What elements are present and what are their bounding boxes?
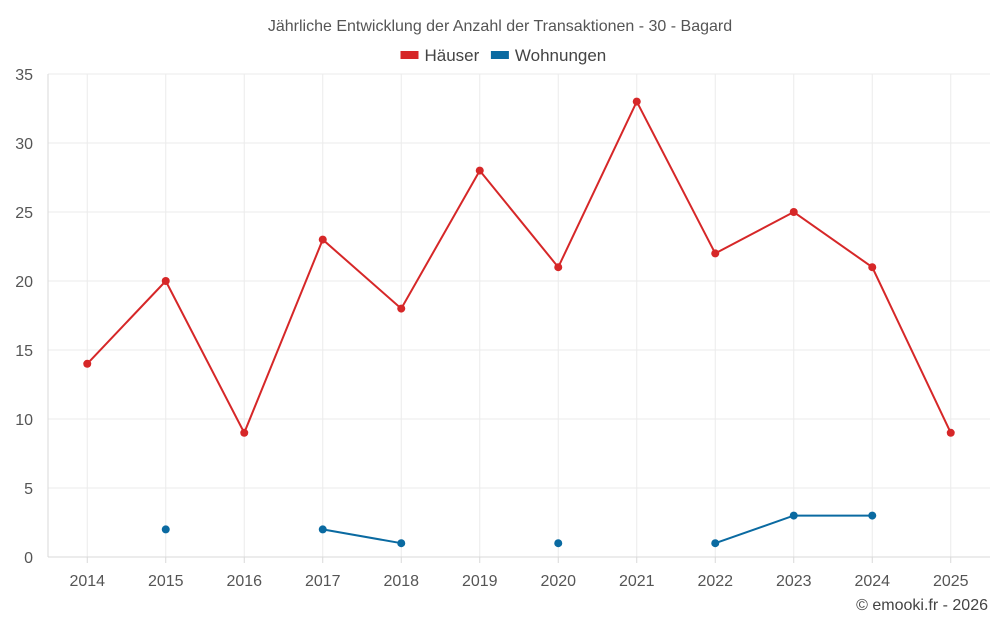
copyright-credit: © emooki.fr - 2026 bbox=[856, 597, 988, 614]
series-layer bbox=[83, 97, 955, 548]
legend: Häuser Wohnungen bbox=[400, 46, 606, 65]
y-tick-label: 0 bbox=[24, 550, 33, 567]
x-tick-label: 2025 bbox=[933, 573, 969, 590]
legend-label: Wohnungen bbox=[515, 46, 606, 65]
x-tick-label: 2023 bbox=[776, 573, 812, 590]
x-tick-label: 2017 bbox=[305, 573, 341, 590]
series-häuser bbox=[83, 97, 955, 437]
data-point[interactable] bbox=[318, 235, 327, 244]
data-point[interactable] bbox=[789, 208, 798, 216]
series-wohnungen bbox=[161, 511, 877, 548]
data-point[interactable] bbox=[83, 359, 92, 368]
series-line-segment bbox=[86, 99, 952, 436]
y-tick-label: 10 bbox=[15, 412, 33, 429]
x-tick-label: 2018 bbox=[383, 573, 419, 590]
data-point[interactable] bbox=[240, 428, 249, 437]
data-point[interactable] bbox=[554, 263, 563, 272]
data-point[interactable] bbox=[711, 249, 720, 258]
grid-lines bbox=[48, 73, 990, 557]
data-point[interactable] bbox=[868, 263, 877, 272]
x-tick-label: 2014 bbox=[69, 573, 105, 590]
x-tick-label: 2016 bbox=[226, 573, 262, 590]
y-tick-label: 30 bbox=[15, 136, 33, 153]
x-tick-label: 2019 bbox=[462, 573, 498, 590]
data-point[interactable] bbox=[789, 511, 798, 520]
y-tick-label: 20 bbox=[15, 274, 33, 291]
x-tick-label: 2020 bbox=[540, 573, 576, 590]
data-point[interactable] bbox=[946, 428, 955, 437]
legend-swatch bbox=[400, 51, 419, 59]
x-tick-label: 2024 bbox=[854, 573, 890, 590]
x-tick-label: 2022 bbox=[697, 573, 733, 590]
data-point[interactable] bbox=[397, 539, 406, 548]
legend-item-häuser[interactable]: Häuser bbox=[400, 46, 480, 65]
data-point[interactable] bbox=[868, 511, 877, 520]
x-tick-label: 2021 bbox=[619, 573, 655, 590]
data-point[interactable] bbox=[161, 525, 170, 534]
series-line-segment bbox=[322, 528, 402, 545]
y-tick-label: 15 bbox=[15, 343, 33, 360]
chart-title: Jährliche Entwicklung der Anzahl der Tra… bbox=[268, 18, 732, 35]
x-tick-label: 2015 bbox=[148, 573, 184, 590]
data-point[interactable] bbox=[554, 539, 563, 548]
data-point[interactable] bbox=[397, 304, 406, 313]
data-point[interactable] bbox=[318, 525, 327, 534]
y-tick-label: 25 bbox=[15, 205, 33, 222]
data-point[interactable] bbox=[632, 97, 641, 106]
data-point[interactable] bbox=[475, 166, 484, 175]
y-tick-label: 5 bbox=[24, 481, 33, 498]
legend-swatch bbox=[490, 51, 509, 59]
legend-label: Häuser bbox=[425, 46, 480, 65]
legend-item-wohnungen[interactable]: Wohnungen bbox=[490, 46, 606, 65]
data-point[interactable] bbox=[711, 539, 720, 548]
y-tick-label: 35 bbox=[15, 67, 33, 84]
data-point[interactable] bbox=[161, 277, 170, 285]
